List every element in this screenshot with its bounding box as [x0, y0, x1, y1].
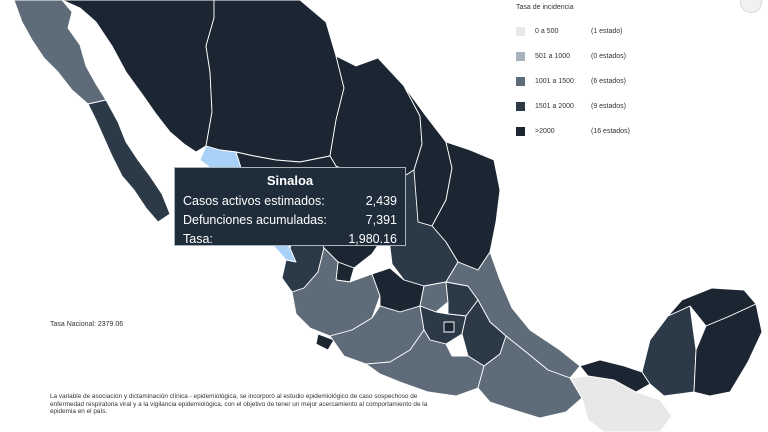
- tooltip-label: Casos activos estimados:: [183, 194, 325, 208]
- tooltip-value: 2,439: [365, 194, 397, 208]
- legend-count: (1 estado): [591, 28, 623, 35]
- state-cdmx[interactable]: [443, 321, 455, 333]
- legend-swatch: [516, 52, 525, 61]
- legend-swatch: [516, 77, 525, 86]
- tooltip-title: Sinaloa: [266, 173, 314, 188]
- tooltip-value: 1,980.16: [348, 232, 397, 246]
- legend-swatch: [516, 102, 525, 111]
- tooltip-row: Defunciones acumuladas: 7,391: [183, 211, 397, 230]
- legend-range: >2000: [535, 128, 555, 135]
- state-quintana-roo[interactable]: [693, 303, 763, 397]
- legend-item: >2000 (16 estados): [516, 119, 666, 144]
- state-chihuahua[interactable]: [205, 0, 345, 163]
- state-campeche[interactable]: [641, 305, 697, 397]
- state-tooltip: Sinaloa Casos activos estimados: 2,439 D…: [174, 167, 406, 246]
- tooltip-label: Tasa:: [183, 232, 213, 246]
- legend-range: 0 a 500: [535, 28, 559, 35]
- footnote: La variable de asociación y dictaminació…: [50, 393, 428, 416]
- state-guerrero[interactable]: [365, 329, 485, 397]
- legend-count: (9 estados): [591, 103, 627, 110]
- legend-range: 501 a 1000: [535, 53, 571, 60]
- state-coahuila[interactable]: [329, 55, 423, 183]
- state-colima[interactable]: [315, 333, 335, 351]
- legend-range: 1501 a 2000: [535, 103, 574, 110]
- legend-swatch: [516, 27, 525, 36]
- tooltip-label: Defunciones acumuladas:: [183, 213, 327, 227]
- legend-item: 1501 a 2000 (9 estados): [516, 94, 666, 119]
- state-queretaro[interactable]: [419, 281, 449, 313]
- legend-count: (0 estados): [591, 53, 627, 60]
- legend-item: 0 a 500 (1 estado): [516, 19, 666, 44]
- legend-item: 1001 a 1500 (6 estados): [516, 69, 666, 94]
- legend-item: 501 a 1000 (0 estados): [516, 44, 666, 69]
- legend-title: Tasa de incidencia: [516, 4, 574, 11]
- tooltip-row: Casos activos estimados: 2,439: [183, 192, 397, 211]
- legend-range: 1001 a 1500: [535, 78, 574, 85]
- tooltip-row: Tasa: 1,980.16: [183, 230, 397, 249]
- state-baja-california-sur[interactable]: [87, 99, 171, 223]
- legend-count: (16 estados): [591, 128, 630, 135]
- legend-swatch: [516, 127, 525, 136]
- tasa-nacional: Tasa Nacional: 2379.06: [50, 321, 124, 328]
- legend: Tasa de incidencia 0 a 500 (1 estado) 50…: [516, 4, 666, 144]
- tooltip-value: 7,391: [365, 213, 397, 227]
- legend-count: (6 estados): [591, 78, 627, 85]
